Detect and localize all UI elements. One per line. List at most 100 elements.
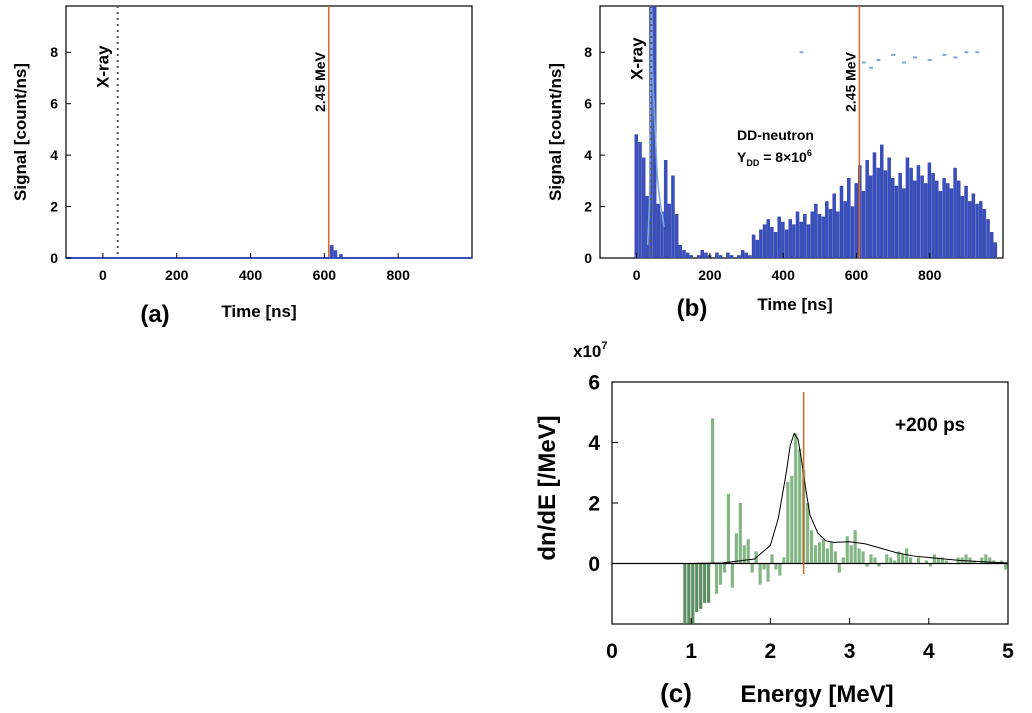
- yield-value: = 8×10: [759, 149, 807, 165]
- panel-b-signal-bar: [821, 216, 825, 259]
- panel-b-signal-bar: [700, 250, 705, 259]
- panel-b-signal-bar: [828, 208, 833, 259]
- panel-c-spectrum-bar: [734, 533, 738, 564]
- panel-c-spectrum-bar: [909, 557, 913, 564]
- panel-b-signal-bar: [916, 165, 921, 259]
- panel-b-signal-bar: [810, 211, 814, 259]
- panel-c-spectrum-bar: [742, 545, 746, 564]
- panel-c-spectrum-bar: [825, 548, 829, 564]
- panel-c-spectrum-bar: [857, 548, 861, 564]
- panel-b-signal-bar: [924, 183, 928, 259]
- panel-c-spectrum-bar: [861, 551, 865, 564]
- panel-c-spectrum-bar: [683, 563, 687, 624]
- b-y-tick-label: 2: [584, 198, 592, 214]
- panel-a-xray-annotation: X-ray: [94, 45, 113, 88]
- b-x-tick-label: 800: [918, 267, 942, 283]
- panel-b-signal-bar: [993, 242, 998, 259]
- panel-b-signal-bar: [766, 219, 770, 259]
- panel-b-label: (b): [677, 295, 708, 322]
- panel-a-signal-bar: [329, 245, 334, 258]
- panel-b-signal-bar: [762, 224, 767, 259]
- panel-b-faint-dot: [902, 61, 907, 64]
- panel-c-spectrum-bar: [893, 560, 897, 564]
- c-y-tick-label: 2: [588, 492, 600, 515]
- panel-b-signal-bar: [913, 180, 917, 259]
- panel-c-spectrum-bar: [964, 554, 968, 564]
- panel-c-spectrum-bar: [821, 539, 826, 564]
- a-x-tick-label: 400: [239, 267, 263, 283]
- panel-b-signal-bar: [880, 144, 884, 259]
- panel-c-spectrum-bar: [699, 563, 703, 609]
- panel-c-spectrum-bar: [873, 557, 877, 564]
- panel-b-signal-bar: [788, 219, 792, 259]
- a-y-tick-label: 4: [50, 147, 58, 163]
- panel-b-signal-bar: [953, 167, 957, 259]
- panel-b-signal-bar: [759, 229, 763, 259]
- panel-b-signal-bar: [872, 152, 877, 259]
- panel-c-spectrum-bar: [924, 560, 928, 564]
- panel-c-spectrum-bar: [730, 563, 734, 588]
- panel-b-signal-bar: [814, 203, 818, 259]
- panel-b-signal-bar: [883, 170, 888, 259]
- scale-exponent: 7: [601, 340, 607, 352]
- panel-b-signal-bar: [847, 178, 851, 259]
- panel-c-spectrum-bar: [758, 563, 762, 585]
- panel-b-signal-bar: [927, 162, 932, 259]
- panel-c-spectrum-bar: [806, 503, 810, 564]
- panel-c-spectrum-bar: [726, 493, 730, 564]
- panel-b-signal-bar: [638, 142, 642, 259]
- panel-c-chart: 0 1 2 3 4 5 0 2 4 6 x107 +200 ps Energy [MeV] dn…: [534, 340, 1014, 708]
- c-x-tick-label: 4: [923, 640, 935, 663]
- panel-b-x-axis-title: Time [ns]: [757, 295, 832, 314]
- panel-b-signal-bar: [751, 234, 756, 259]
- panel-b-signal-bar: [748, 255, 752, 259]
- b-y-tick-label: 0: [584, 250, 592, 266]
- panel-c-spectrum-bar: [774, 563, 778, 570]
- a-x-tick-label: 800: [387, 267, 411, 283]
- panel-c-spectrum-bar: [889, 557, 893, 564]
- panel-b-signal-bar: [869, 175, 873, 259]
- panel-b-signal-bar: [704, 252, 708, 259]
- panel-b-signal-bar: [964, 185, 968, 259]
- panel-c-spectrum-bar: [897, 551, 901, 564]
- panel-c-spectrum-bar: [750, 563, 754, 573]
- a-y-tick-label: 6: [50, 96, 58, 112]
- panel-b-signal-bar: [799, 221, 803, 259]
- c-x-tick-label: 1: [685, 640, 697, 663]
- panel-c-spectrum-bar: [1004, 563, 1008, 570]
- panel-c-spectrum-bar: [936, 557, 940, 564]
- panel-c-spectrum-bar: [984, 554, 988, 564]
- panel-b-signal-bar: [894, 185, 899, 259]
- panel-c-spectrum-bar: [798, 448, 802, 564]
- panel-b-signal-bar: [715, 252, 719, 259]
- panel-b-signal-bar: [641, 157, 646, 259]
- panel-c-spectrum-bar: [869, 554, 873, 564]
- panel-b-signal-bar: [667, 203, 672, 259]
- panel-b-faint-dot: [876, 59, 881, 61]
- b-x-tick-label: 600: [845, 267, 869, 283]
- panel-b-xray-trace: [646, 5, 665, 246]
- panel-b-signal-bar: [876, 167, 880, 259]
- b-x-tick-label: 0: [633, 267, 641, 283]
- scale-base: x10: [573, 342, 601, 361]
- panel-b-signal-bar: [817, 214, 822, 259]
- b-y-tick-label: 4: [584, 147, 592, 163]
- panel-c-spectrum-bar: [944, 560, 948, 564]
- panel-b-signal-bar: [671, 175, 675, 259]
- panel-c-spectrum-bar: [877, 563, 881, 567]
- panel-b-signal-bar: [865, 160, 869, 259]
- panel-b-signal-bar: [909, 167, 913, 259]
- panel-b-signal-bar: [920, 175, 924, 259]
- panel-c-spectrum-bar: [687, 563, 691, 624]
- panel-c-scale-factor: x107: [573, 340, 608, 361]
- panel-b-xray-annotation: X-ray: [627, 37, 646, 80]
- panel-b-signal-bar: [729, 255, 734, 259]
- panel-b-signal-bar: [795, 211, 800, 259]
- panel-b-signal-bar: [726, 252, 730, 259]
- panel-b-faint-dot: [799, 51, 804, 54]
- panel-b-faint-dot: [891, 53, 896, 56]
- panel-b-signal-bar: [902, 188, 906, 259]
- panel-a-x-axis-title: Time [ns]: [221, 302, 296, 321]
- panel-c-spectrum-bar: [778, 563, 782, 576]
- panel-b-signal-bar: [792, 224, 796, 259]
